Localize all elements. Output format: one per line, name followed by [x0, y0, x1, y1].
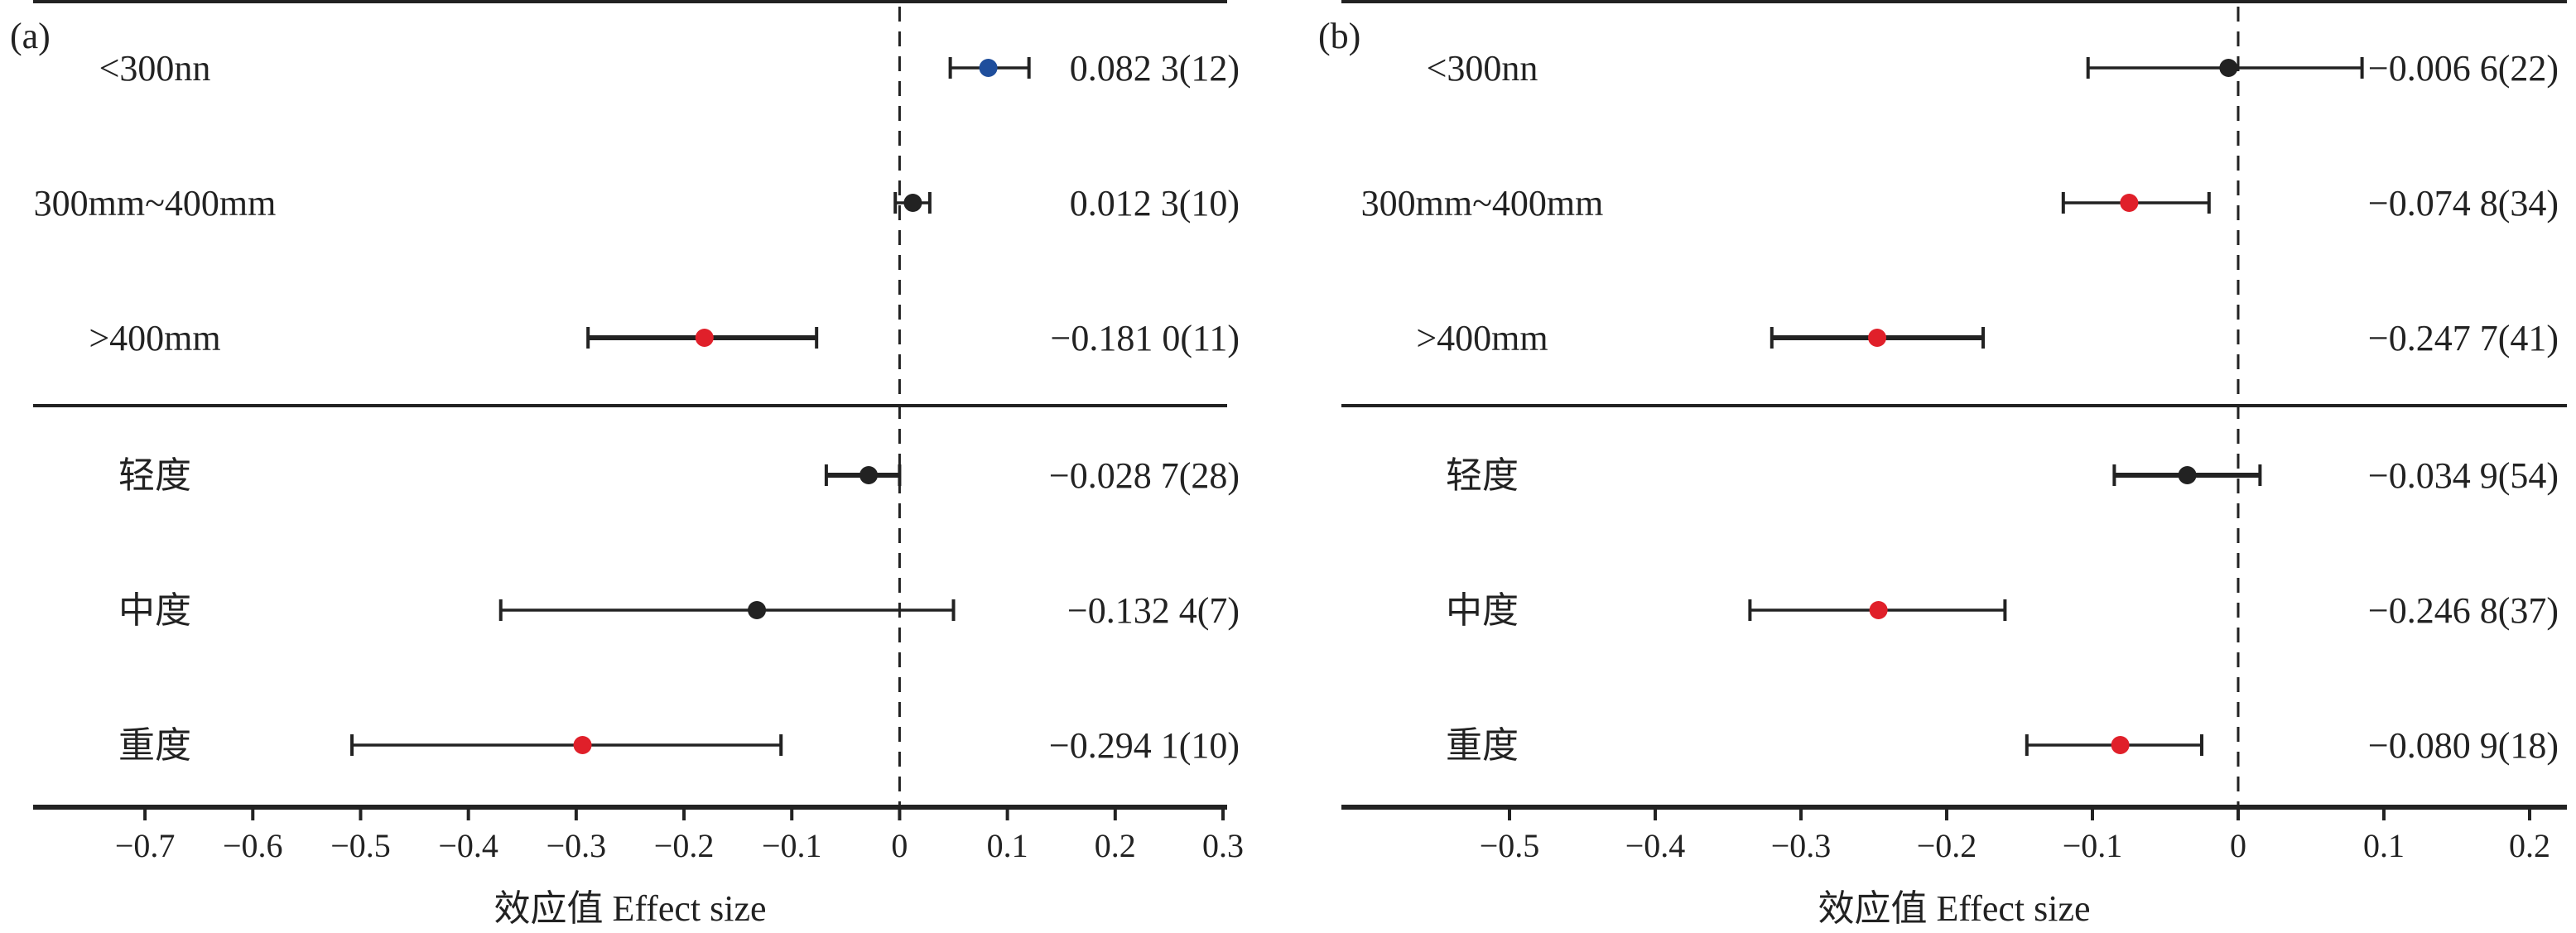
forest-row: 中度 −0.246 8(37) [1446, 590, 2559, 631]
estimate-point [748, 601, 767, 619]
x-tick-label: 0.2 [2509, 827, 2550, 864]
panel-a: (a) −0.7 −0.6 −0.5 −0.4 −0.3 −0.2 −0.1 0 0.1 0.2 0.… [10, 0, 1244, 929]
estimate-point [695, 329, 714, 347]
estimate-value-label: −0.006 6(22) [2368, 48, 2559, 89]
x-tick-label: −0.3 [1771, 827, 1832, 864]
x-tick-label: −0.1 [2063, 827, 2123, 864]
x-tick-label: 0.3 [1202, 827, 1244, 864]
panel-label: (a) [10, 16, 51, 56]
forest-row: >400mm −0.247 7(41) [1416, 318, 2559, 358]
forest-row: 300mm~400mm −0.074 8(34) [1361, 183, 2559, 224]
row-label: >400mm [89, 318, 220, 358]
estimate-value-label: −0.181 0(11) [1051, 318, 1240, 358]
x-axis-title: 效应值 Effect size [1818, 888, 2090, 929]
panel-b: (b) −0.5 −0.4 −0.3 −0.2 −0.1 0 0.1 0.2 效应值 Effect… [1318, 0, 2567, 929]
x-tick-label: 0.2 [1095, 827, 1136, 864]
forest-row: >400mm −0.181 0(11) [89, 318, 1240, 358]
row-label: 重度 [118, 725, 191, 766]
estimate-point [2178, 466, 2197, 484]
estimate-point [2111, 736, 2130, 754]
forest-row: <300nn 0.082 3(12) [99, 48, 1240, 89]
forest-row: 轻度 −0.028 7(28) [118, 455, 1240, 496]
estimate-point [2120, 194, 2139, 212]
x-tick-label: −0.6 [223, 827, 283, 864]
x-tick-label: −0.5 [1480, 827, 1540, 864]
estimate-value-label: −0.132 4(7) [1067, 590, 1240, 631]
row-label: 重度 [1446, 725, 1519, 766]
forest-row: 重度 −0.294 1(10) [118, 725, 1240, 766]
x-tick-label: −0.2 [1917, 827, 1977, 864]
x-tick-label: −0.2 [654, 827, 715, 864]
x-tick-label: 0 [2230, 827, 2246, 864]
estimate-point [979, 59, 998, 77]
forest-row: <300nn −0.006 6(22) [1427, 48, 2559, 89]
panel-label: (b) [1318, 16, 1360, 56]
estimate-value-label: −0.080 9(18) [2368, 725, 2559, 766]
x-tick-label: 0.1 [2363, 827, 2405, 864]
forest-row: 重度 −0.080 9(18) [1446, 725, 2559, 766]
estimate-point [573, 736, 592, 754]
row-label: <300nn [99, 48, 211, 89]
estimate-point [903, 194, 922, 212]
estimate-value-label: 0.082 3(12) [1070, 48, 1240, 89]
estimate-value-label: −0.034 9(54) [2368, 455, 2559, 496]
row-label: 轻度 [118, 455, 191, 496]
x-tick-label: −0.1 [762, 827, 822, 864]
row-label: 300mm~400mm [1361, 183, 1604, 224]
estimate-value-label: −0.074 8(34) [2368, 183, 2559, 224]
row-label: <300nn [1427, 48, 1538, 89]
estimate-value-label: −0.028 7(28) [1049, 455, 1240, 496]
estimate-value-label: −0.246 8(37) [2368, 590, 2559, 631]
estimate-point [1868, 329, 1887, 347]
estimate-point [2219, 59, 2238, 77]
estimate-value-label: −0.247 7(41) [2368, 318, 2559, 358]
estimate-value-label: 0.012 3(10) [1070, 183, 1240, 224]
forest-row: 中度 −0.132 4(7) [118, 590, 1240, 631]
row-label: >400mm [1416, 318, 1548, 358]
x-tick-label: −0.5 [330, 827, 391, 864]
row-label: 轻度 [1446, 455, 1519, 496]
x-tick-label: −0.4 [438, 827, 498, 864]
x-tick-label: 0.1 [987, 827, 1028, 864]
estimate-value-label: −0.294 1(10) [1049, 725, 1240, 766]
x-tick-label: −0.4 [1625, 827, 1686, 864]
forest-row: 轻度 −0.034 9(54) [1446, 455, 2559, 496]
x-tick-label: −0.3 [546, 827, 607, 864]
forest-row: 300mm~400mm 0.012 3(10) [34, 183, 1240, 224]
row-label: 300mm~400mm [34, 183, 277, 224]
estimate-point [1869, 601, 1888, 619]
x-axis-title: 效应值 Effect size [494, 888, 766, 929]
row-label: 中度 [118, 590, 191, 631]
row-label: 中度 [1446, 590, 1519, 631]
estimate-point [859, 466, 879, 484]
x-tick-label: 0 [891, 827, 908, 864]
x-tick-label: −0.7 [115, 827, 176, 864]
